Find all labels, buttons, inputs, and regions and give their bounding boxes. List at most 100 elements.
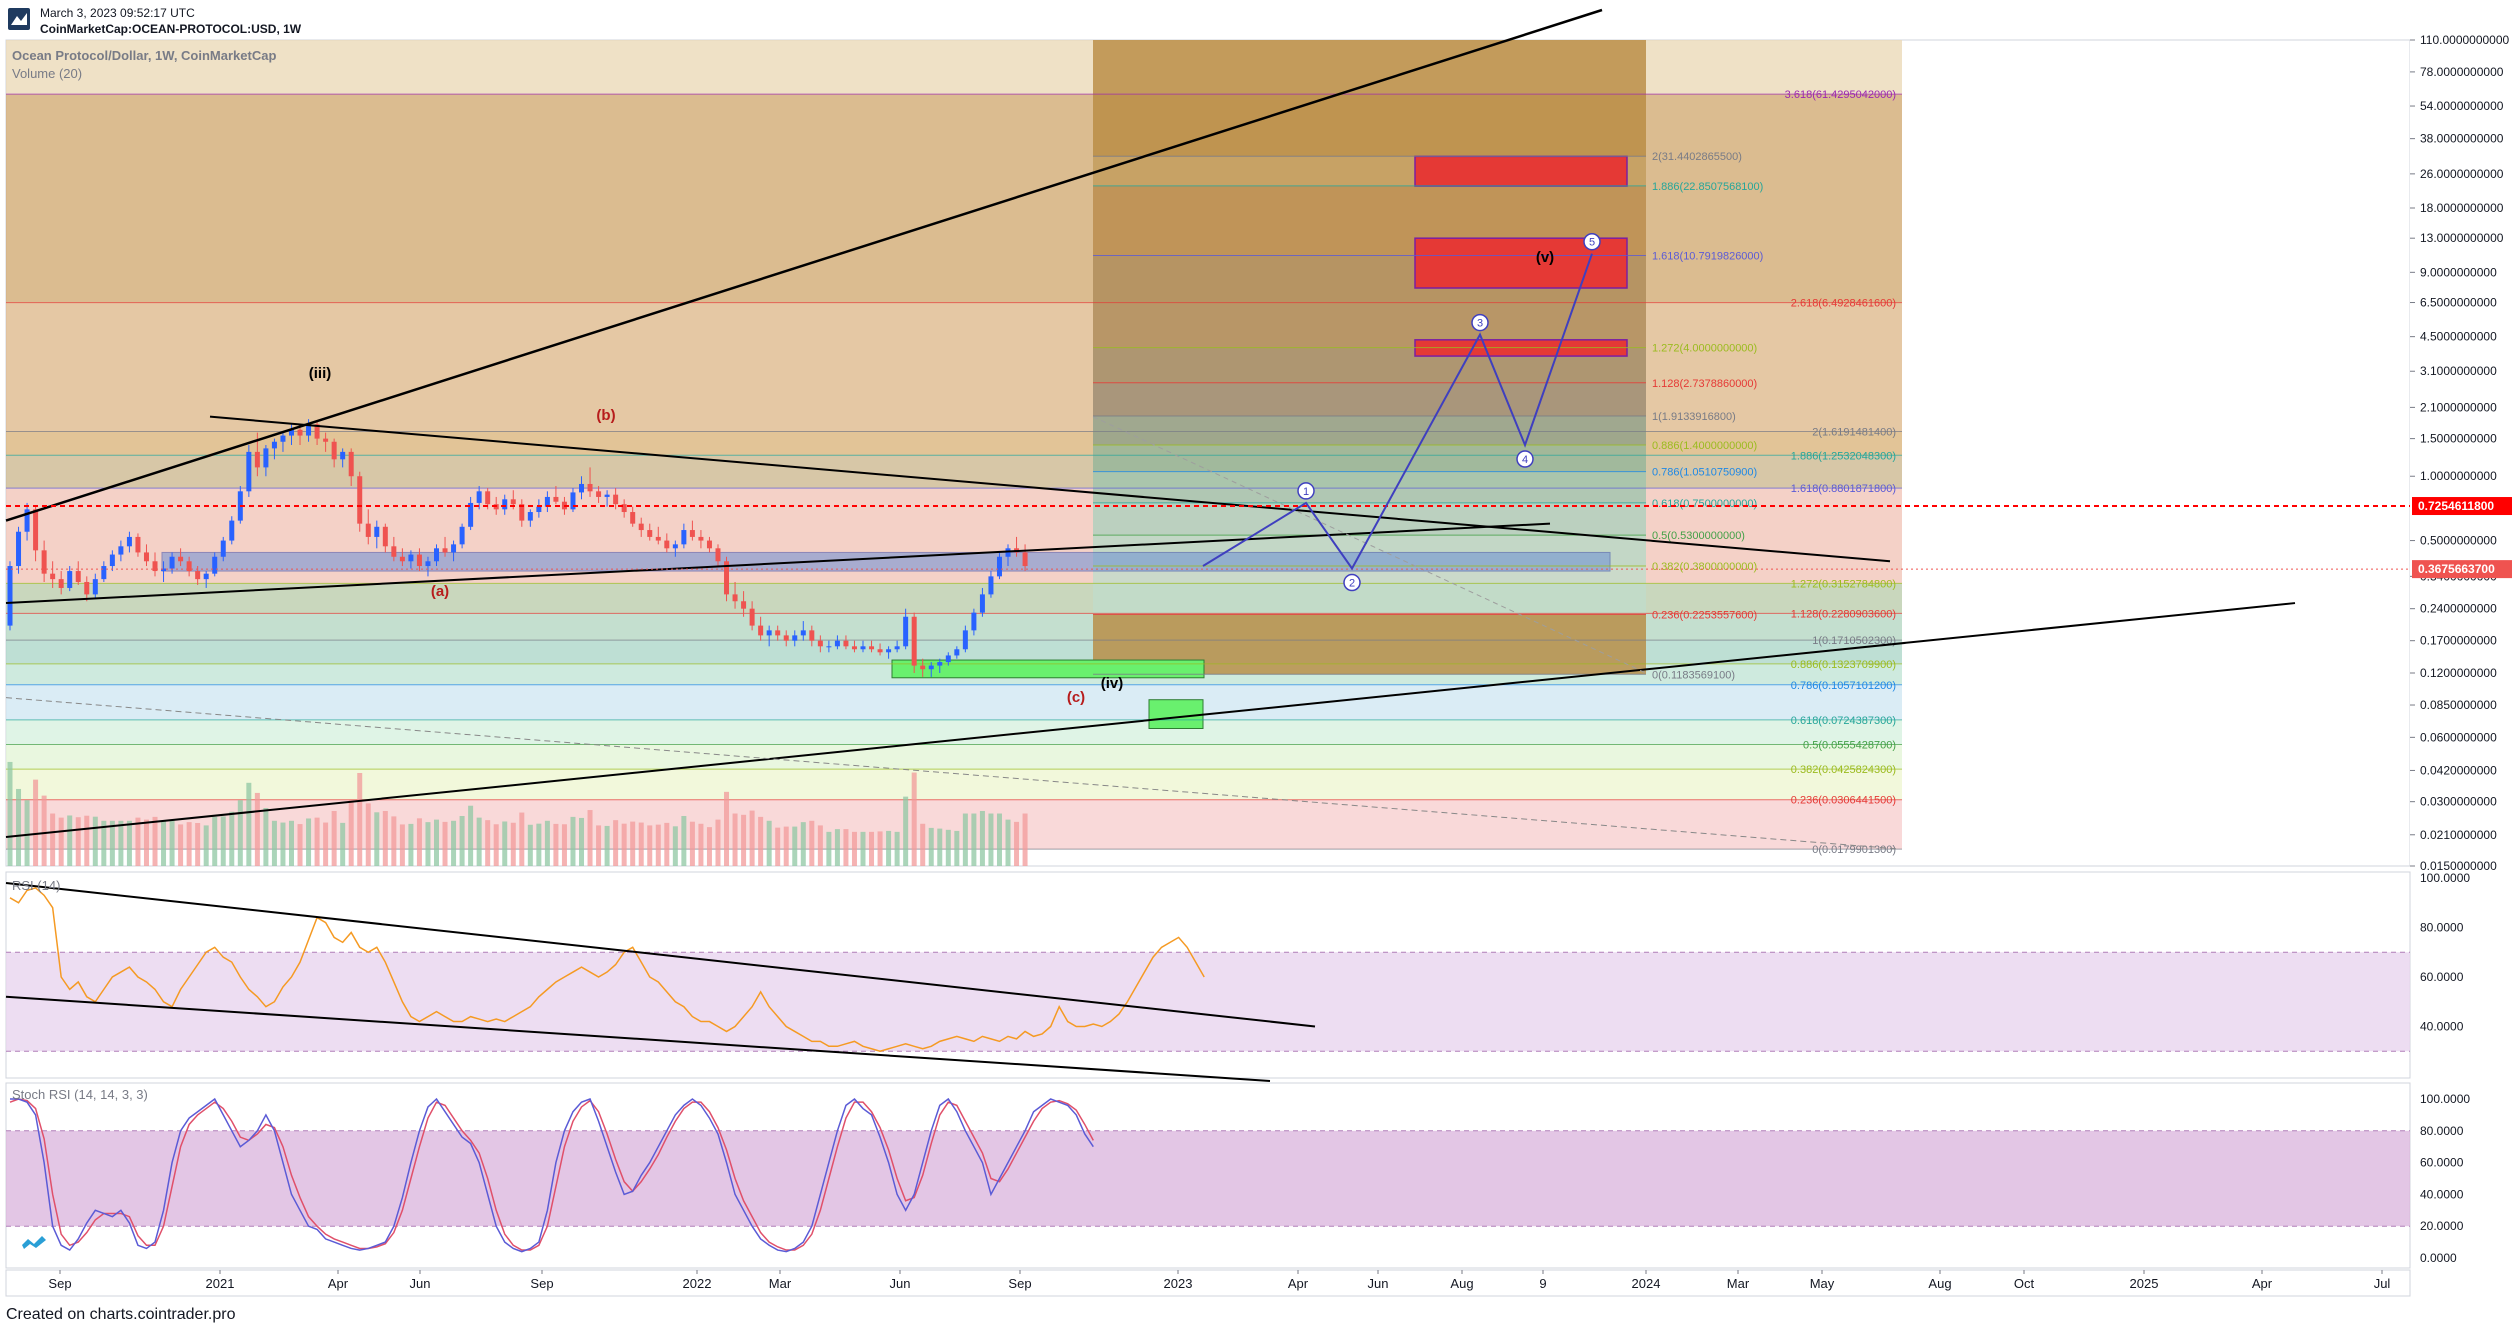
candle-body <box>766 630 772 636</box>
volume-bar <box>109 820 115 866</box>
fib-mid-zone <box>1093 471 1646 503</box>
candle-body <box>536 506 542 513</box>
fib-mid-label: 0.886(1.4000000000) <box>1652 440 1757 452</box>
volume-bar <box>834 829 840 866</box>
support-box <box>891 659 1205 679</box>
time-tick-label: Jun <box>1368 1276 1389 1291</box>
candle-body <box>886 649 892 653</box>
candle-body <box>178 556 184 562</box>
price-axis[interactable] <box>2410 40 2518 866</box>
time-tick-label: 2022 <box>683 1276 712 1291</box>
candle-body <box>161 568 167 572</box>
candle-body <box>945 655 951 663</box>
volume-bar <box>988 813 994 866</box>
volume-bar <box>169 820 175 866</box>
candle-body <box>809 630 815 641</box>
time-axis[interactable] <box>5 1269 2411 1297</box>
volume-bar <box>561 824 567 866</box>
volume-bar <box>357 772 363 866</box>
candle-body <box>792 635 798 641</box>
volume-bar <box>775 827 781 866</box>
candle-body <box>715 548 721 562</box>
volume-bar <box>869 831 875 866</box>
rsi-trend-line <box>5 995 1271 1082</box>
volume-bar <box>647 825 653 866</box>
wave-point-marker <box>1516 450 1534 468</box>
wave-point-label: 5 <box>1589 237 1595 249</box>
candle-body <box>698 536 704 541</box>
fib-level-label: 3.618(61.4295042000) <box>1785 89 1896 101</box>
time-tick-label: Aug <box>1928 1276 1951 1291</box>
candle-body <box>92 579 98 595</box>
time-tick-label: Sep <box>1008 1276 1031 1291</box>
volume-bar <box>459 815 465 866</box>
volume-bar <box>348 800 354 866</box>
volume-bar <box>579 817 585 866</box>
candle-body <box>459 526 465 545</box>
volume-bar <box>92 816 98 866</box>
candle-body <box>67 571 73 588</box>
fib-level-label: 2(1.6191481400) <box>1812 427 1896 439</box>
candle-body <box>50 573 56 580</box>
volume-bar <box>41 795 47 866</box>
time-tick-label: 2025 <box>2130 1276 2159 1291</box>
candle-body <box>937 662 943 666</box>
candle-body <box>126 536 132 547</box>
rsi-tick-label: 60.0000 <box>2420 970 2464 984</box>
volume-bar <box>288 820 294 866</box>
volume-bar <box>340 822 346 866</box>
volume-bar <box>672 826 678 866</box>
volume-bar <box>851 831 857 866</box>
candle-body <box>604 494 610 497</box>
volume-bar <box>706 827 712 866</box>
candle-body <box>979 594 985 613</box>
candle-body <box>84 581 90 595</box>
fib-level-label: 1.618(0.8801871800) <box>1791 483 1896 495</box>
volume-bar <box>809 820 815 866</box>
volume-bar <box>186 822 192 866</box>
candle-body <box>1005 548 1011 557</box>
wave-point-label: 1 <box>1303 486 1309 498</box>
candle-body <box>655 536 661 541</box>
candle-body <box>451 544 457 553</box>
candle-body <box>416 554 422 567</box>
volume-bar <box>741 814 747 866</box>
candle-body <box>357 476 363 524</box>
volume-bar <box>50 813 56 866</box>
fib-mid-label: 0.382(0.3800000000) <box>1652 561 1757 573</box>
volume-bar <box>758 816 764 866</box>
candle-body <box>280 435 286 442</box>
candle-body <box>16 531 22 567</box>
time-tick-label: Aug <box>1450 1276 1473 1291</box>
candle-body <box>843 640 849 647</box>
fib-mid-label: 0.786(1.0510750900) <box>1652 467 1757 479</box>
volume-bar <box>212 816 218 866</box>
fib-zone <box>6 744 1902 770</box>
fib-level-label: 1.886(1.2532048300) <box>1791 450 1896 462</box>
candle-body <box>920 665 926 670</box>
price-tick-label: 54.0000000000 <box>2420 99 2504 113</box>
candle-body <box>681 530 687 545</box>
stoch-tick-label: 80.0000 <box>2420 1124 2464 1138</box>
volume-bar <box>263 808 269 866</box>
volume-bar <box>681 815 687 866</box>
candle-body <box>544 496 550 507</box>
rsi-trend-line <box>5 881 1316 1028</box>
volume-bar <box>58 817 64 866</box>
volume-bar <box>118 820 124 866</box>
candle-body <box>869 646 875 650</box>
wave-point-marker <box>1297 482 1315 500</box>
volume-bar <box>399 824 405 866</box>
price-tick-label: 1.5000000000 <box>2420 432 2497 446</box>
candle-body <box>954 649 960 656</box>
volume-bar <box>152 816 158 866</box>
candle-body <box>672 544 678 549</box>
support-box <box>1148 699 1204 729</box>
candle-body <box>186 561 192 572</box>
volume-bar <box>792 826 798 866</box>
candle-body <box>340 451 346 460</box>
candle-body <box>971 612 977 631</box>
volume-bar <box>126 820 132 866</box>
price-tick-label: 0.5000000000 <box>2420 534 2497 548</box>
